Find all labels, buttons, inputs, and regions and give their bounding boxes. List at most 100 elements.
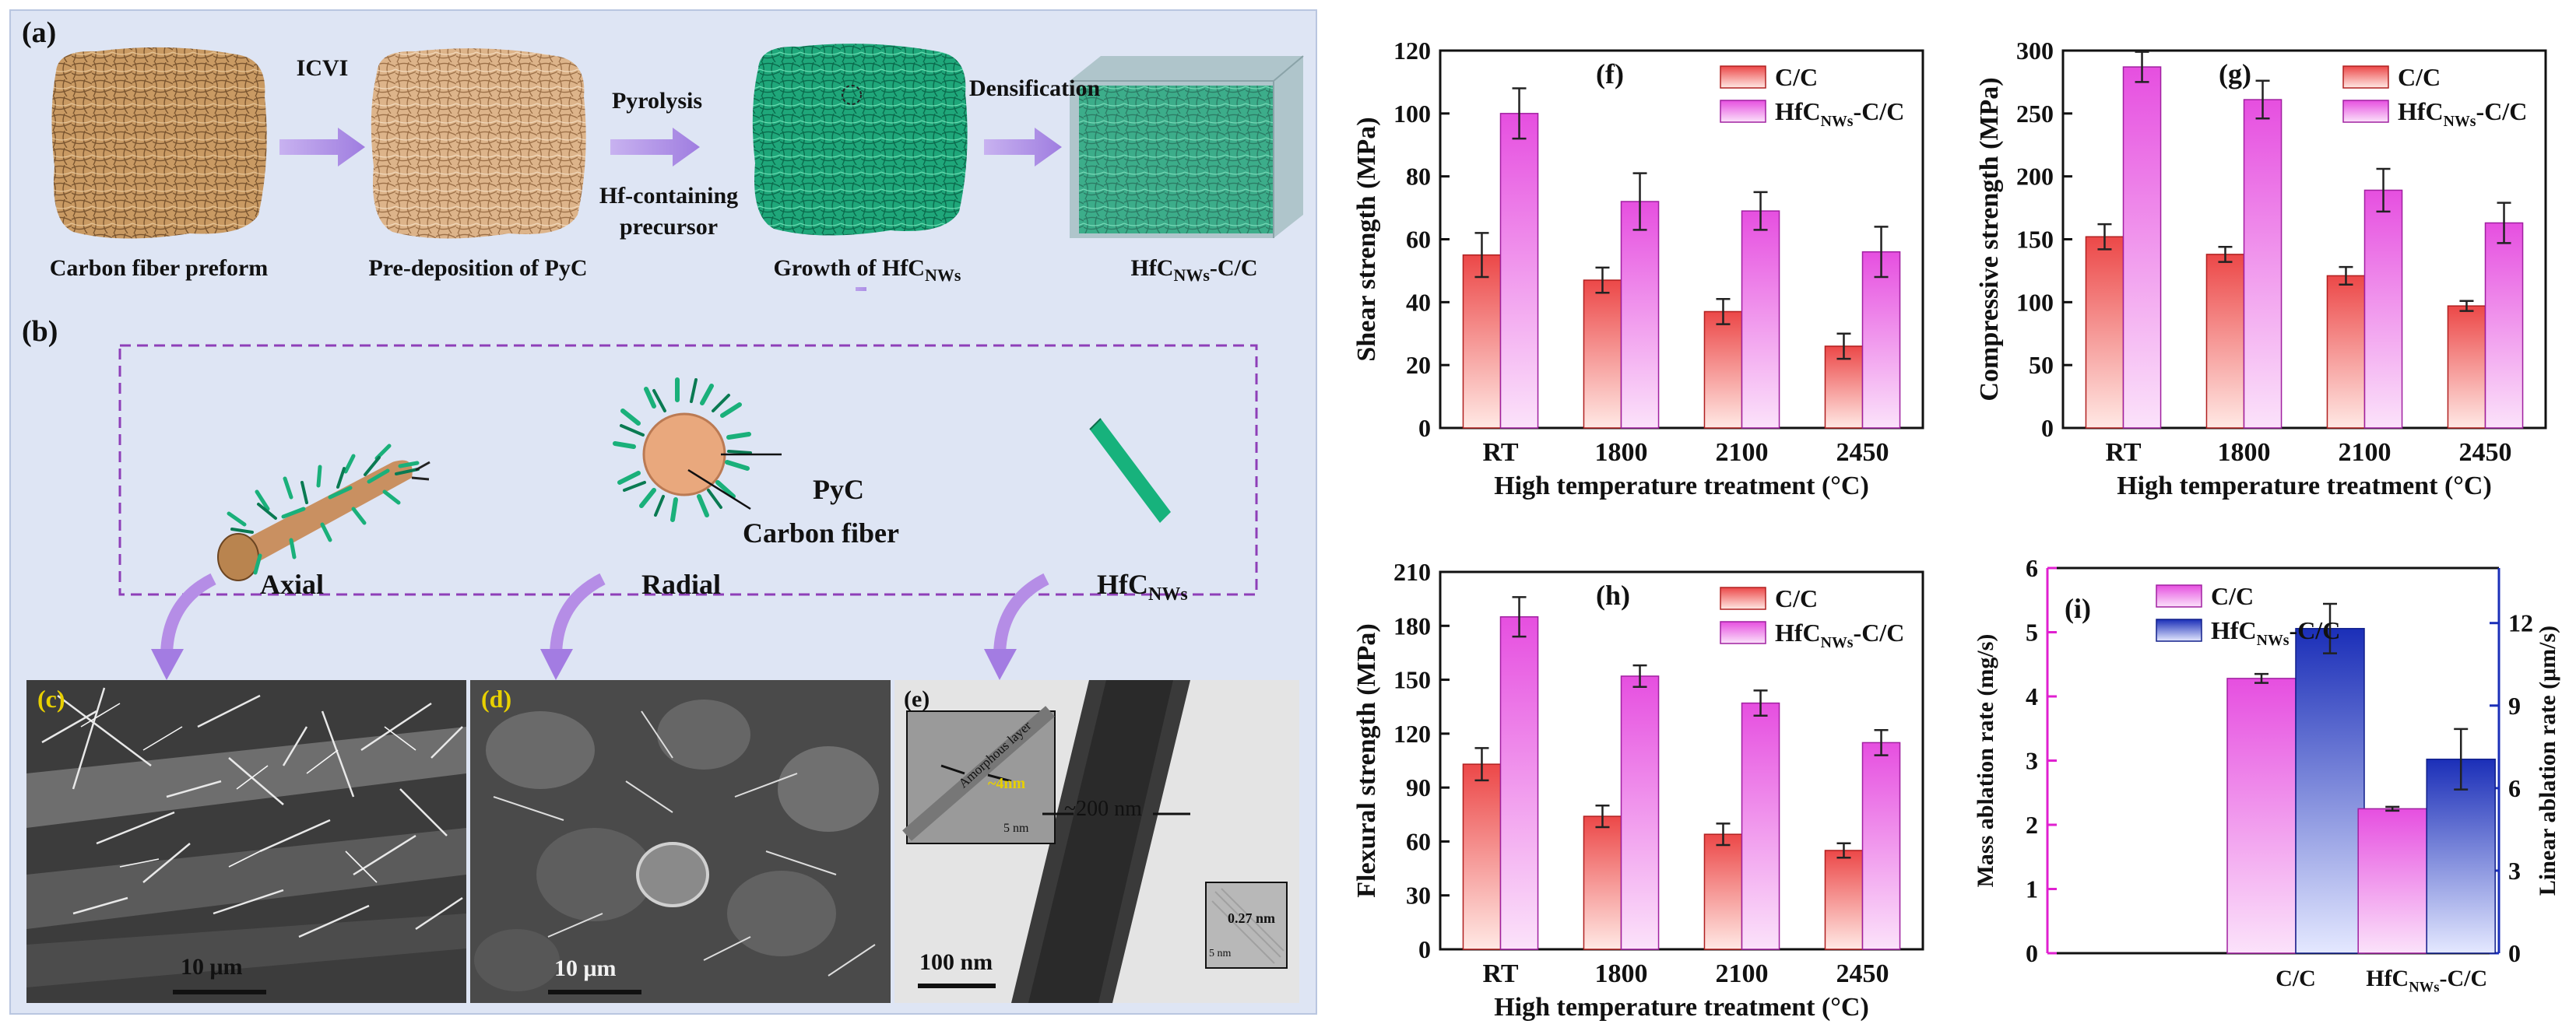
- bar-cc: [1583, 279, 1622, 429]
- bar-hfcnws-cc: [1741, 210, 1780, 429]
- y-axis-title: Flexural strength (MPa): [1352, 623, 1381, 898]
- legend-swatch-cc: [1720, 65, 1766, 89]
- y-tick-label: 0: [2041, 414, 2054, 442]
- panel-label: (f): [1596, 58, 1624, 89]
- y-tick-label: 5: [2026, 619, 2038, 647]
- hfcnws-grown-preform-image: [752, 44, 968, 236]
- carbon-fiber-preform-image: [51, 47, 267, 239]
- step-precursor-line2: precursor: [619, 214, 719, 240]
- y-tick-label: 250: [2016, 100, 2054, 128]
- x-tick-label: 2100: [1716, 438, 1769, 467]
- curved-arrows: [151, 573, 1049, 680]
- panel-label-e: (e): [904, 686, 930, 712]
- legend-swatch-hfcnws-cc: [2156, 619, 2202, 642]
- legend-label-cc: C/C: [2398, 63, 2441, 91]
- y-tick-label: 100: [1393, 100, 1431, 128]
- step-precursor-line1: Hf-containing: [599, 183, 739, 209]
- y-tick-label: 30: [1406, 882, 1431, 910]
- x-tick-label: 1800: [2218, 438, 2271, 467]
- legend-swatch-cc: [2156, 584, 2202, 608]
- y-tick-label: 120: [1393, 37, 1431, 65]
- step-pyrolysis: Pyrolysis: [611, 88, 703, 114]
- label-radial: Radial: [641, 569, 722, 600]
- x-tick-label: RT: [1482, 959, 1518, 988]
- legend-label-hfcnws-cc: HfCNWs-C/C: [1775, 97, 1904, 130]
- x-tick-label: RT: [2105, 438, 2141, 467]
- y-tick-label: 2: [2026, 811, 2038, 839]
- legend-label-cc: C/C: [1775, 584, 1818, 612]
- x-tick-label: 2450: [1836, 959, 1889, 988]
- bar-cc: [2326, 275, 2366, 429]
- y-tick-label: 3: [2026, 747, 2038, 775]
- x-tick-label: 2450: [2459, 438, 2512, 467]
- y-right-tick-label: 3: [2508, 857, 2521, 885]
- bar-hfcnws-cc: [1620, 201, 1660, 429]
- y-right-axis-title: Linear ablation rate (μm/s): [2535, 626, 2560, 896]
- bar-cc: [1583, 815, 1622, 950]
- y-tick-label: 180: [1393, 612, 1431, 640]
- tem-inset-scale: 5 nm: [1003, 822, 1029, 835]
- y-tick-label: 120: [1393, 720, 1431, 748]
- y-tick-label: 80: [1406, 163, 1431, 191]
- bar-hfcnws-cc: [1741, 702, 1780, 950]
- y-tick-label: 150: [1393, 666, 1431, 694]
- y-tick-label: 210: [1393, 558, 1431, 586]
- y-tick-label: 1: [2026, 875, 2038, 903]
- legend-swatch-hfcnws-cc: [1720, 100, 1766, 123]
- bar-cc: [2205, 254, 2245, 429]
- step-icvi: ICVI: [296, 55, 349, 81]
- label-hfcnws: HfCNWs: [1097, 569, 1188, 605]
- panel-label: (h): [1596, 580, 1630, 611]
- caption-growth-hfcnws: Growth of HfCNWs: [773, 255, 961, 285]
- y-tick-label: 200: [2016, 163, 2054, 191]
- bar-hfcnws-cc: [2363, 189, 2403, 429]
- chart-shear-strength: 0 20 40 60 80 100 120 RT 1800 2100 2450 High temper…: [1352, 37, 1924, 500]
- nanowire-distribution-schematic: [118, 344, 1258, 680]
- y-tick-label: 300: [2016, 37, 2054, 65]
- sem-image-axial: (c) 10 μm: [26, 680, 466, 1003]
- x-tick-label: RT: [1482, 438, 1518, 467]
- bar-hfcnws-cc: [1499, 113, 1539, 429]
- y-right-tick-label: 12: [2508, 609, 2533, 637]
- x-axis-title: High temperature treatment (°C): [2117, 472, 2492, 500]
- legend-swatch-cc: [2342, 65, 2389, 89]
- sem-radial-texture: [470, 680, 891, 1003]
- x-tick-label: HfCNWs-C/C: [2366, 966, 2487, 996]
- label-carbon-fiber: Carbon fiber: [743, 517, 899, 549]
- y-right-tick-label: 6: [2508, 774, 2521, 802]
- tem-diameter-label: ~200 nm: [1064, 797, 1142, 821]
- bar-hfcnws-cc: [1499, 615, 1539, 950]
- y-tick-label: 50: [2029, 351, 2054, 379]
- bar-cc: [1824, 850, 1864, 950]
- sem-image-radial: (d) 10 μm: [470, 680, 891, 1003]
- panel-label-b: (b): [22, 315, 58, 348]
- bar-hfcnws-cc: [2484, 222, 2524, 429]
- bar-hfcnws-cc: [2122, 66, 2162, 429]
- pyc-deposited-preform-image: [371, 48, 586, 239]
- legend-label-hfcnws-cc: HfCNWs-C/C: [2211, 616, 2340, 649]
- y-tick-label: 20: [1406, 351, 1431, 379]
- bar-hfcnws-cc: [2243, 99, 2283, 429]
- bar-hfcnws-cc: [1861, 742, 1901, 950]
- tem-lattice-spacing: 0.27 nm: [1228, 910, 1276, 926]
- process-flow-illustration: [51, 44, 1304, 291]
- y-tick-label: 4: [2026, 682, 2038, 710]
- y-right-tick-label: 9: [2508, 692, 2521, 720]
- panel-label-d: (d): [481, 685, 512, 713]
- label-axial: Axial: [260, 569, 325, 600]
- y-tick-label: 60: [1406, 226, 1431, 254]
- bar-cc: [2447, 305, 2486, 429]
- y-tick-label: 0: [2026, 939, 2038, 967]
- y-tick-label: 90: [1406, 773, 1431, 801]
- x-tick-label: C/C: [2276, 966, 2316, 991]
- schematic-dashed-box: [118, 344, 1258, 596]
- y-tick-label: 0: [1418, 935, 1431, 963]
- schematic-panel: (a): [9, 9, 1317, 1015]
- step-densification: Densification: [968, 75, 1101, 101]
- legend-swatch-hfcnws-cc: [2342, 100, 2389, 123]
- scale-bar-e: 100 nm: [919, 949, 993, 975]
- panel-label: (g): [2219, 58, 2251, 89]
- y-axis-title: Mass ablation rate (mg/s): [1973, 634, 1998, 888]
- y-tick-label: 40: [1406, 288, 1431, 316]
